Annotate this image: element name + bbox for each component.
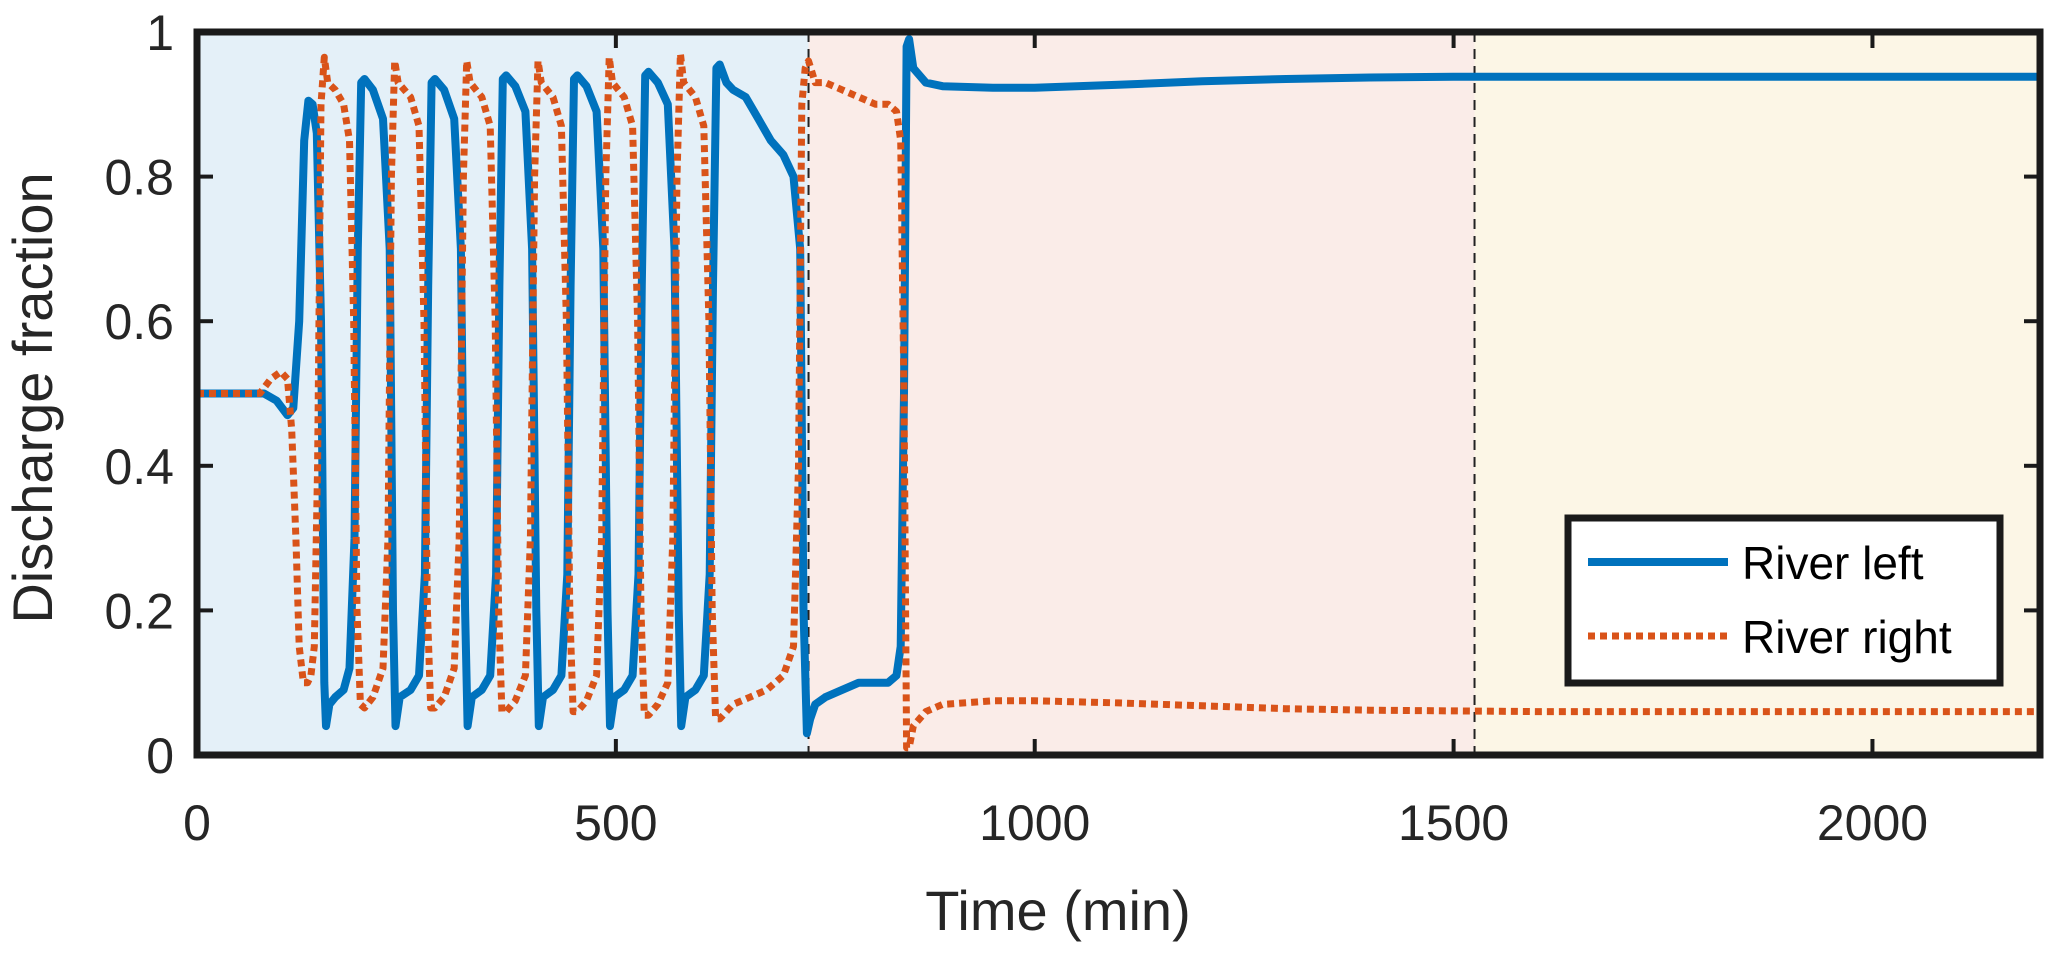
- phase-region-2: [808, 32, 1475, 755]
- y-axis: 0 0.2 0.4 0.6 0.8 1: [104, 5, 2040, 784]
- y-tick-label: 1: [146, 5, 174, 61]
- plot-border: [193, 28, 2044, 759]
- legend-box: [1564, 514, 2004, 687]
- legend: River left River right: [1564, 514, 2004, 687]
- series-line-river-left: [197, 35, 2040, 738]
- y-tick-label: 0.8: [104, 150, 174, 206]
- y-tick-label: 0.6: [104, 294, 174, 350]
- y-tick-label: 0: [146, 728, 174, 784]
- series-line-river-right: [197, 50, 2040, 752]
- x-tick-label: 500: [574, 795, 657, 851]
- series-lines: [197, 35, 2040, 752]
- phase-boundaries: [807, 32, 1476, 755]
- x-tick-label: 1500: [1398, 795, 1509, 851]
- x-tick-label: 2000: [1817, 795, 1928, 851]
- y-axis-label: Discharge fraction: [1, 172, 64, 623]
- x-axis: 0 500 1000 1500 2000: [183, 32, 1928, 851]
- legend-label-river-right: River right: [1742, 611, 1952, 663]
- x-axis-label: Time (min): [925, 879, 1190, 942]
- legend-label-river-left: River left: [1742, 537, 1924, 589]
- x-tick-label: 1000: [979, 795, 1090, 851]
- y-tick-label: 0.4: [104, 439, 174, 495]
- y-tick-label: 0.2: [104, 583, 174, 639]
- plot-frame: [193, 28, 2044, 759]
- x-tick-label: 0: [183, 795, 211, 851]
